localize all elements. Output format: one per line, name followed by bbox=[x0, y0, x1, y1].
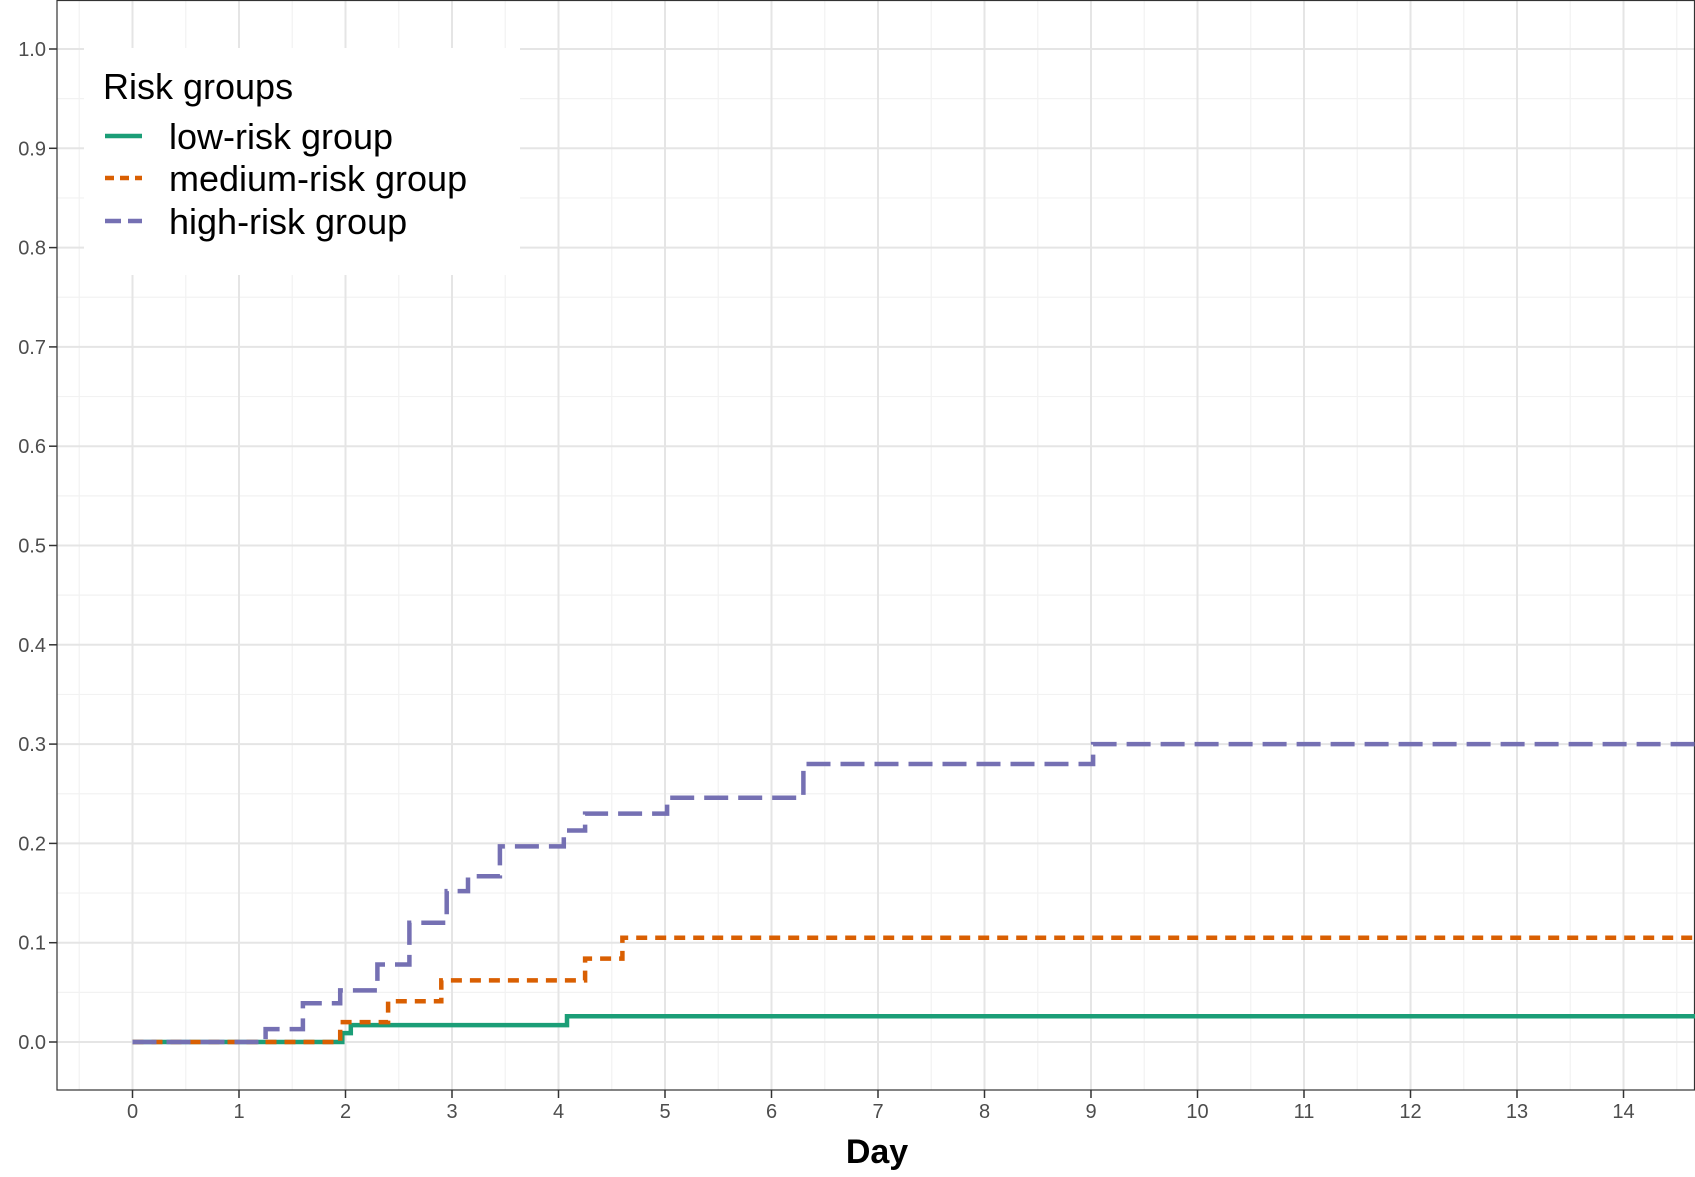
legend-label-1: medium-risk group bbox=[169, 158, 467, 199]
x-tick-label: 8 bbox=[979, 1101, 990, 1123]
legend-background bbox=[84, 48, 520, 275]
y-tick-label: 0.8 bbox=[18, 238, 46, 260]
y-tick-label: 0.2 bbox=[18, 833, 46, 855]
y-tick-label: 1.0 bbox=[18, 39, 46, 61]
x-tick-label: 0 bbox=[127, 1101, 138, 1123]
x-tick-label: 9 bbox=[1085, 1101, 1096, 1123]
x-tick-label: 10 bbox=[1186, 1101, 1208, 1123]
x-tick-label: 1 bbox=[233, 1101, 244, 1123]
y-tick-label: 0.7 bbox=[18, 337, 46, 359]
x-tick-label: 11 bbox=[1294, 1101, 1315, 1123]
x-tick-label: 4 bbox=[553, 1101, 564, 1123]
y-tick-label: 0.6 bbox=[18, 436, 46, 458]
x-tick-label: 7 bbox=[872, 1101, 883, 1123]
axis-ticks bbox=[49, 48, 1625, 1098]
x-tick-label: 13 bbox=[1506, 1101, 1528, 1123]
series-line-2 bbox=[132, 741, 1695, 1045]
x-tick-label: 5 bbox=[659, 1101, 670, 1123]
y-tick-labels: 0.0 0.1 0.2 0.3 0.4 0.5 0.6 0.7 0.8 0.9 1.0 bbox=[18, 39, 46, 1054]
x-axis-title: Day bbox=[846, 1133, 908, 1171]
x-tick-label: 14 bbox=[1612, 1101, 1634, 1123]
legend-title: Risk groups bbox=[103, 66, 293, 107]
legend-label-2: high-risk group bbox=[169, 201, 407, 242]
x-tick-label: 3 bbox=[446, 1101, 457, 1123]
y-tick-label: 0.0 bbox=[18, 1032, 46, 1054]
x-tick-label: 6 bbox=[766, 1101, 777, 1123]
y-tick-label: 0.9 bbox=[18, 138, 46, 160]
series-line-1 bbox=[132, 935, 1695, 1045]
y-tick-label: 0.5 bbox=[18, 536, 46, 558]
series-layer bbox=[132, 741, 1695, 1045]
x-tick-label: 2 bbox=[340, 1101, 351, 1123]
x-tick-labels: 0 1 2 3 4 5 6 7 8 9 10 11 12 13 14 bbox=[127, 1101, 1635, 1123]
y-tick-label: 0.4 bbox=[18, 635, 46, 657]
legend-label-0: low-risk group bbox=[169, 116, 393, 157]
y-tick-label: 0.1 bbox=[18, 933, 46, 955]
y-tick-label: 0.3 bbox=[18, 734, 46, 756]
x-tick-label: 12 bbox=[1399, 1101, 1421, 1123]
